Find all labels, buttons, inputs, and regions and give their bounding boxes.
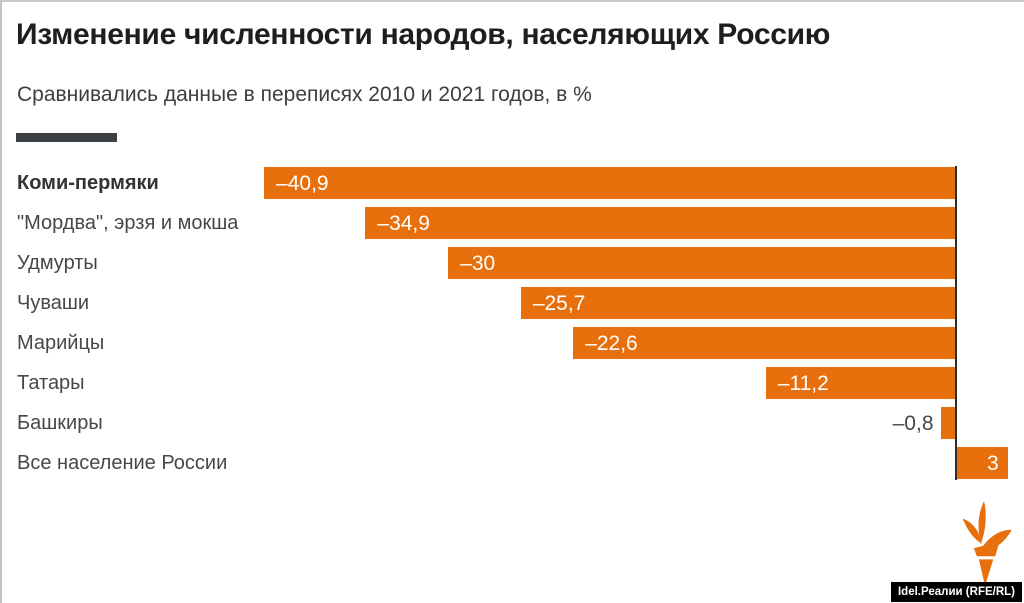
bar	[264, 167, 955, 199]
axis-baseline	[955, 166, 957, 480]
bar-value: –40,9	[276, 172, 329, 195]
bar	[365, 207, 955, 239]
category-label: Все население России	[17, 452, 228, 474]
window-edge-top	[0, 0, 1024, 2]
bar-value: –34,9	[377, 212, 430, 235]
page-title: Изменение численности народов, населяющи…	[16, 18, 831, 51]
bar-value: –30	[460, 252, 496, 275]
bar-value: –22,6	[585, 332, 638, 355]
bar-value: –25,7	[532, 292, 586, 315]
category-label: Коми-пермяки	[17, 172, 159, 194]
legend-swatch	[16, 133, 117, 142]
bar	[941, 407, 955, 439]
bar-value: –0,8	[892, 412, 934, 435]
category-label: Удмурты	[17, 252, 98, 274]
credit-badge: Idel.Реалии (RFE/RL)	[890, 582, 1022, 602]
bar-value: 3	[987, 452, 999, 475]
category-label: Татары	[17, 372, 85, 394]
category-label: "Мордва", эрзя и мокша	[17, 212, 239, 234]
bar	[957, 447, 1008, 479]
bar	[520, 287, 955, 319]
rferl-torch-icon	[962, 501, 1012, 586]
category-label: Марийцы	[17, 332, 105, 354]
window-edge-left	[0, 0, 2, 603]
category-label: Чуваши	[17, 292, 90, 314]
bar	[448, 247, 955, 279]
bar	[573, 327, 955, 359]
chart-subtitle: Сравнивались данные в переписях 2010 и 2…	[17, 83, 592, 106]
bar	[765, 367, 955, 399]
category-label: Башкиры	[17, 412, 103, 434]
bar-value: –11,2	[777, 372, 829, 395]
